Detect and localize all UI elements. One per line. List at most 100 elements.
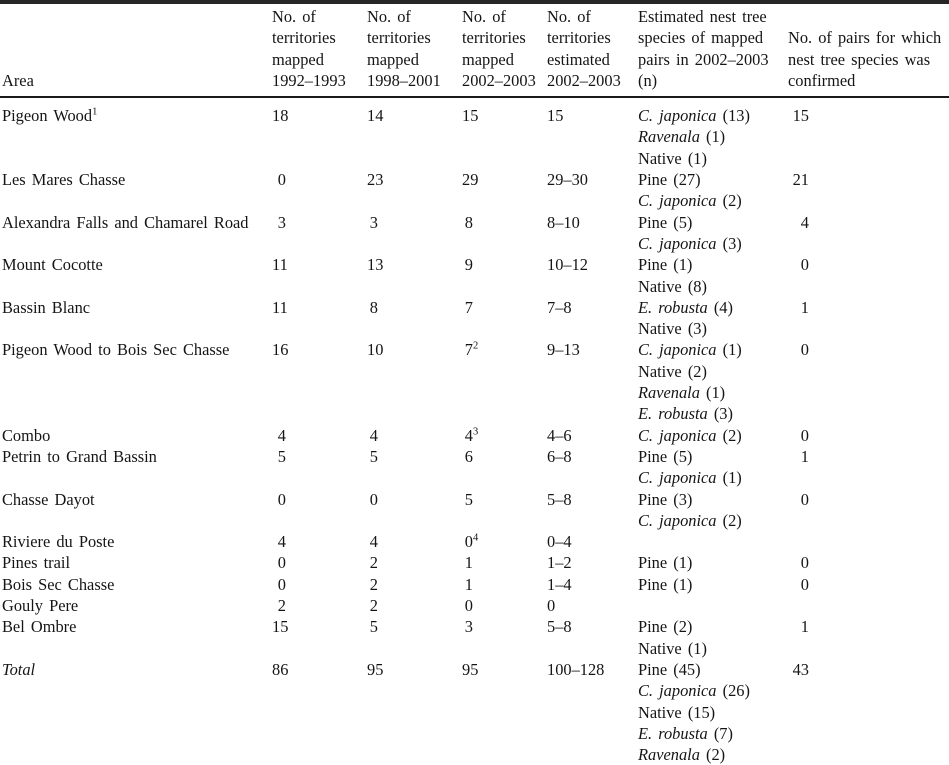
estimated-2002-2003-value: 5–8 [547,489,572,509]
mapped-1992-1993-cell: 15 [270,616,365,659]
species-count: (1) [673,255,693,275]
species-line: C. japonica (13) [638,105,782,126]
mapped-1998-2001-cell: 4 [365,531,460,552]
estimated-2002-2003-cell: 1–2 [545,552,636,573]
species-count: (15) [687,702,716,722]
mapped-2002-2003-value: 5 [464,489,473,509]
area-cell: Pigeon Wood1 [0,97,270,169]
species-name: C. japonica [638,510,717,530]
area-cell: Bel Ombre [0,616,270,659]
species-line: C. japonica (1) [638,339,782,360]
pairs-confirmed-value: 1 [800,297,809,317]
mapped-1998-2001-value: 4 [369,532,378,552]
species-count: (3) [722,233,742,253]
estimated-2002-2003-value: 4–6 [547,425,572,445]
species-name: Pine [638,574,668,594]
mapped-2002-2003-cell: 8 [460,212,545,255]
estimated-2002-2003-value: 7–8 [547,297,572,317]
estimated-2002-2003-value: 100–128 [547,659,605,679]
estimated-2002-2003-cell: 5–8 [545,616,636,659]
species-line: Pine (1) [638,574,782,595]
header-mapped-1998-2001: No. of territories mapped 1998–2001 [365,2,460,99]
species-name: Native [638,361,682,381]
species-count: (1) [722,468,742,488]
nest-tree-species-cell: C. japonica (13) Ravenala (1) Native (1) [636,97,786,169]
pairs-confirmed-cell: 21 [786,169,949,212]
mapped-1998-2001-cell: 95 [365,659,460,765]
area-cell: Mount Cocotte [0,254,270,297]
table-row: Chasse Dayot 0 0 5 5–8 Pine (3) C. japonica (2… [0,489,949,532]
estimated-2002-2003-value: 29–30 [547,170,588,190]
species-name: Ravenala [638,383,700,403]
estimated-2002-2003-value: 15 [547,106,564,126]
species-count: (4) [713,297,733,317]
species-line: E. robusta (4) [638,297,782,318]
nest-tree-species-cell: Pine (5) C. japonica (1) [636,446,786,489]
estimated-2002-2003-cell: 100–128 [545,659,636,765]
area-label: Riviere du Poste [2,532,115,552]
mapped-1998-2001-cell: 3 [365,212,460,255]
species-name: Pine [638,553,668,573]
mapped-1992-1993-value: 0 [277,170,286,190]
species-name: Pine [638,489,668,509]
table-header: Area No. of territories mapped 1992–1993… [0,2,949,99]
mapped-2002-2003-cell: 1 [460,552,545,573]
mapped-2002-2003-value: 8 [464,212,473,232]
mapped-1998-2001-value: 2 [369,574,378,594]
species-line: E. robusta (3) [638,403,782,424]
mapped-1992-1993-cell: 0 [270,574,365,595]
mapped-1992-1993-cell: 18 [270,97,365,169]
table-body: Pigeon Wood1 18 14 15 15 C. japonica (13) Rave… [0,97,949,765]
pairs-confirmed-cell [786,595,949,616]
footnote-marker: 3 [473,426,479,438]
mapped-1992-1993-value: 5 [277,446,286,466]
header-row: Area No. of territories mapped 1992–1993… [0,2,949,99]
species-line: Pine (1) [638,552,782,573]
estimated-2002-2003-value: 0–4 [547,532,572,552]
area-cell: Pines trail [0,552,270,573]
area-cell: Gouly Pere [0,595,270,616]
table-row: Bel Ombre 15 5 3 5–8 Pine (2) Native (1) 1 [0,616,949,659]
species-count: (2) [687,361,707,381]
mapped-1992-1993-value: 0 [277,489,286,509]
species-name: C. japonica [638,191,717,211]
area-cell: Alexandra Falls and Chamarel Road [0,212,270,255]
species-count: (1) [687,638,707,658]
mapped-1992-1993-value: 2 [277,596,286,616]
mapped-1998-2001-value: 3 [369,212,378,232]
species-name: Ravenala [638,127,700,147]
species-name: C. japonica [638,468,717,488]
area-label: Bel Ombre [2,617,77,637]
table-row: Pigeon Wood to Bois Sec Chasse 16 10 72 9–13… [0,339,949,424]
mapped-1998-2001-value: 8 [369,297,378,317]
nest-tree-species-cell: Pine (2) Native (1) [636,616,786,659]
estimated-2002-2003-cell: 15 [545,97,636,169]
mapped-2002-2003-cell: 29 [460,169,545,212]
pairs-confirmed-cell: 0 [786,339,949,424]
mapped-1992-1993-value: 4 [277,425,286,445]
area-label: Pigeon Wood [2,106,93,126]
species-name: E. robusta [638,297,708,317]
table-row: Gouly Pere 2 2 0 0 [0,595,949,616]
mapped-1998-2001-value: 5 [369,446,378,466]
species-name: Native [638,702,682,722]
species-count: (2) [706,745,726,765]
mapped-2002-2003-value: 0 [464,596,473,616]
mapped-1992-1993-cell: 16 [270,339,365,424]
mapped-1998-2001-value: 5 [369,617,378,637]
species-count: (1) [706,383,726,403]
species-name: Pine [638,170,668,190]
pairs-confirmed-value: 0 [800,574,809,594]
species-count: (3) [673,489,693,509]
footnote-marker: 4 [473,532,479,544]
species-line: Native (8) [638,276,782,297]
mapped-1992-1993-cell: 0 [270,489,365,532]
mapped-1998-2001-value: 4 [369,425,378,445]
mapped-1992-1993-cell: 0 [270,552,365,573]
area-label: Chasse Dayot [2,489,95,509]
species-line: C. japonica (3) [638,233,782,254]
species-count: (2) [673,617,693,637]
mapped-1998-2001-cell: 10 [365,339,460,424]
